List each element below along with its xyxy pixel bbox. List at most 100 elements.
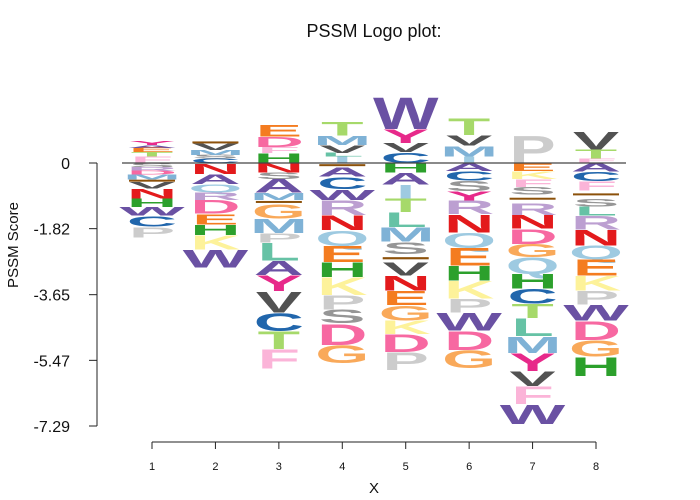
x-tick-label: 6 xyxy=(466,461,472,473)
logo-letter-N: N xyxy=(571,225,621,250)
logo-letter-F: F xyxy=(511,177,553,189)
logo-letter-M: M xyxy=(250,215,308,237)
logo-letter-D: D xyxy=(381,330,431,358)
logo-letter-Y: Y xyxy=(383,126,429,147)
logo-letter-S: S xyxy=(129,162,175,169)
logo-letter-M: M xyxy=(504,332,562,358)
logo-letter-S: S xyxy=(446,178,492,195)
logo-letter-G: G xyxy=(442,346,496,374)
logo-letter-D: D xyxy=(127,170,177,176)
logo-letter-F: F xyxy=(575,179,617,194)
logo-letter-R: R xyxy=(444,197,494,218)
logo-letter-N: N xyxy=(317,211,367,234)
y-ticks: 0 -1.82 -3.65 -5.47 -7.29 xyxy=(34,156,97,436)
logo-letter-D: D xyxy=(508,225,558,248)
logo-letter-V: V xyxy=(573,127,620,155)
logo-letter-L: L xyxy=(385,208,427,231)
logo-letter-M: M xyxy=(123,173,181,181)
logo-letter-H: H xyxy=(508,270,558,293)
logo-letter-S: S xyxy=(192,154,238,160)
logo-letter-R: R xyxy=(127,166,177,172)
logo-letter-A: A xyxy=(127,144,177,148)
logo-letter-S: S xyxy=(383,238,429,257)
logo-bar-mark xyxy=(255,200,302,203)
logo-letter-W: W xyxy=(500,399,566,430)
logo-letter-L: L xyxy=(575,204,617,219)
logo-letter-N: N xyxy=(381,272,431,295)
x-tick-label: 2 xyxy=(212,461,218,473)
logo-letter-D: D xyxy=(571,316,621,346)
x-tick-label: 7 xyxy=(530,461,536,473)
logo-letter-C: C xyxy=(190,158,240,165)
logo-letter-G: G xyxy=(379,301,433,324)
logo-letter-H: H xyxy=(317,258,367,281)
logo-letter-C: C xyxy=(317,173,367,192)
logo-letter-M: M xyxy=(313,133,371,148)
logo-letter-H: H xyxy=(571,352,621,382)
logo-letter-C: C xyxy=(127,213,177,230)
logo-letter-E: E xyxy=(446,243,492,271)
logo-letter-E: E xyxy=(509,161,555,173)
logo-letter-N: N xyxy=(127,186,177,202)
logo-letter-V: V xyxy=(129,180,175,190)
logo-letter-L: L xyxy=(258,238,300,266)
logo-letter-A: A xyxy=(444,161,494,173)
logo-letter-W: W xyxy=(373,89,439,139)
logo-letter-N: N xyxy=(444,210,494,238)
logo-letter-H: H xyxy=(444,262,494,285)
logo-letter-S: S xyxy=(573,196,619,208)
logo-letter-D: D xyxy=(254,134,304,151)
logo-letter-N: N xyxy=(190,160,240,177)
x-tick-label: 3 xyxy=(276,461,282,473)
logo-letter-D: D xyxy=(190,196,240,217)
logo-letter-F: F xyxy=(511,382,553,410)
logo-bar-mark xyxy=(319,164,366,167)
logo-letter-W: W xyxy=(183,246,250,274)
logo-letter-G: G xyxy=(252,201,306,223)
logo-letter-N: N xyxy=(507,211,557,232)
logo-letter-F: F xyxy=(131,155,173,165)
logo-letter-P: P xyxy=(383,348,429,376)
logo-letter-V: V xyxy=(383,259,430,279)
logo-letter-K: K xyxy=(190,232,240,254)
logo-letter-S: S xyxy=(256,171,302,181)
logo-letter-W: W xyxy=(563,300,629,325)
logo-letter-W: W xyxy=(310,186,376,203)
logo-letter-V: V xyxy=(192,142,238,152)
logo-letter-Q: Q xyxy=(315,226,369,249)
logo-bar-mark xyxy=(509,197,556,200)
logo-letter-V: V xyxy=(446,132,493,149)
logo-letter-A: A xyxy=(571,161,621,175)
logo-letter-A: A xyxy=(381,169,431,188)
logo-letter-Q: Q xyxy=(506,252,560,278)
logo-letter-K: K xyxy=(381,317,431,338)
logo-letter-V: V xyxy=(509,367,555,390)
logo-letter-E: E xyxy=(573,255,619,281)
logo-letter-D: D xyxy=(317,318,367,351)
logo-letter-W: W xyxy=(119,205,185,219)
logo-letter-R: R xyxy=(507,199,557,218)
x-ticks: 1 2 3 4 5 6 7 8 xyxy=(149,442,599,473)
y-axis-title: PSSM Score xyxy=(5,202,22,288)
chart-title: PSSM Logo plot: xyxy=(306,21,441,41)
logo-letter-R: R xyxy=(190,190,240,202)
logo-letter-Y: Y xyxy=(129,140,176,146)
logo-letter-T: T xyxy=(321,118,363,139)
y-tick-label: -5.47 xyxy=(34,353,71,370)
logo-letter-E: E xyxy=(129,147,175,154)
logo-letter-C: C xyxy=(444,169,494,184)
logo-letter-Y: Y xyxy=(256,271,302,296)
logo-letter-C: C xyxy=(381,150,431,167)
logo-letter-G: G xyxy=(315,341,369,369)
logo-letter-E: E xyxy=(192,211,238,228)
logo-letter-W: W xyxy=(436,308,503,336)
x-axis-title: X xyxy=(369,480,379,497)
logo-letter-H: H xyxy=(190,222,240,239)
logo-letter-N: N xyxy=(254,161,304,176)
logo-bar-mark xyxy=(129,179,175,182)
logo-letter-V: V xyxy=(383,140,429,155)
logo-letter-S: S xyxy=(509,185,555,197)
y-tick-label: -3.65 xyxy=(34,288,71,305)
logo-letter-K: K xyxy=(571,272,621,295)
